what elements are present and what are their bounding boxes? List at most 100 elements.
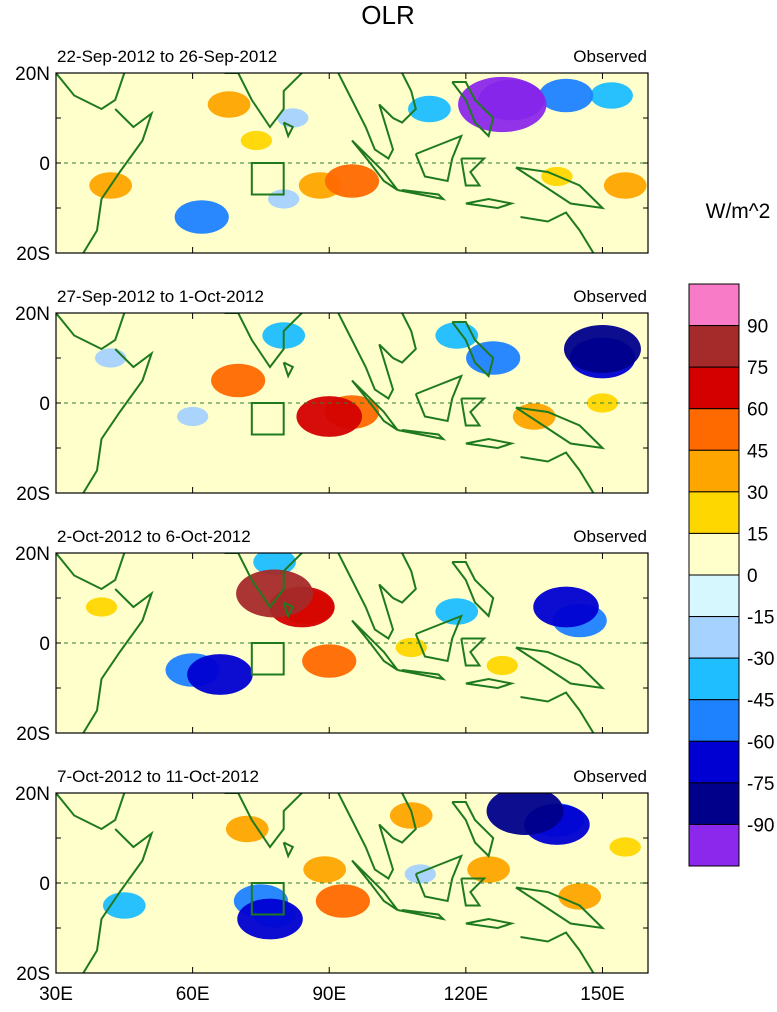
panel-tag: Observed	[573, 287, 647, 306]
colorbar-swatch	[688, 782, 740, 825]
anomaly-region	[225, 815, 269, 843]
anomaly-region	[315, 884, 370, 918]
colorbar-swatch	[688, 532, 740, 576]
coastline	[56, 73, 126, 111]
panel-3: 20N 0 20S 2-Oct-2012 to 6-Oct-2012 Observed	[15, 527, 649, 745]
anomaly-region	[302, 644, 357, 678]
y-tick-label: 20S	[16, 964, 50, 985]
colorbar-label: -60	[747, 732, 774, 753]
colorbar-units: W/m^2	[706, 200, 771, 223]
colorbar-swatch	[688, 740, 740, 784]
y-tick-label: 0	[39, 874, 50, 895]
colorbar-label: 30	[747, 483, 768, 504]
coastline	[465, 917, 516, 930]
coastline	[224, 793, 303, 849]
panel-date-range: 2-Oct-2012 to 6-Oct-2012	[57, 527, 251, 546]
coastline	[56, 553, 126, 591]
colorbar-label: -45	[747, 691, 774, 712]
colorbar-swatch	[688, 657, 740, 701]
index-box	[250, 882, 285, 916]
colorbar-swatch	[688, 616, 740, 659]
coastline	[282, 841, 295, 859]
y-tick-label: 20S	[16, 484, 50, 505]
coastline	[82, 588, 154, 733]
colorbar-swatch	[688, 699, 740, 742]
anomaly-region	[458, 76, 547, 133]
x-tick-label: 120E	[444, 984, 488, 1005]
colorbar-swatch	[688, 325, 740, 368]
anomaly-region	[558, 883, 602, 910]
coastline	[82, 108, 154, 253]
coastline	[451, 321, 495, 378]
anomaly-region	[609, 837, 641, 857]
coastline	[460, 637, 487, 667]
panel-tag: Observed	[573, 47, 647, 66]
x-tick-label: 90E	[312, 984, 346, 1005]
coastline	[224, 313, 303, 369]
anomaly-region	[94, 348, 127, 368]
panel-date-range: 22-Sep-2012 to 26-Sep-2012	[57, 47, 277, 66]
anomaly-region	[486, 793, 564, 835]
colorbar-label: 75	[747, 358, 768, 379]
coastline	[282, 601, 295, 619]
coastline	[397, 669, 447, 681]
anomaly-region	[512, 403, 556, 430]
colorbar-label: 15	[747, 524, 768, 545]
y-tick-label: 20N	[15, 64, 50, 85]
colorbar-label: 60	[747, 400, 768, 421]
panel-date-range: 27-Sep-2012 to 1-Oct-2012	[57, 287, 264, 306]
y-tick-label: 0	[39, 634, 50, 655]
colorbar-swatch	[688, 823, 740, 867]
coastline	[515, 646, 606, 690]
colorbar-label: -75	[747, 774, 774, 795]
coastline	[397, 909, 447, 921]
coastline	[397, 429, 447, 441]
panel-tag: Observed	[573, 527, 647, 546]
coastline	[224, 553, 303, 609]
coastline	[337, 793, 417, 880]
coastline	[451, 81, 495, 138]
index-box	[250, 642, 285, 676]
colorbar-swatch	[688, 366, 740, 410]
anomaly-region	[303, 856, 347, 883]
y-tick-label: 20N	[15, 304, 50, 325]
coastline	[520, 691, 595, 733]
coastline	[515, 886, 606, 930]
coastline	[465, 197, 516, 210]
coastline	[515, 406, 606, 450]
coastline	[520, 451, 595, 493]
coastline	[82, 348, 154, 493]
anomaly-region	[486, 655, 518, 676]
x-tick-label: 150E	[580, 984, 624, 1005]
coastline	[337, 73, 417, 160]
anomaly-region	[85, 597, 118, 617]
colorbar-swatch	[688, 491, 740, 534]
coastline	[414, 134, 464, 183]
anomaly-region	[533, 586, 599, 628]
panel-4: 20N 0 20S 7-Oct-2012 to 11-Oct-2012 Observed	[15, 767, 649, 985]
coastline	[414, 614, 464, 663]
coastline	[520, 931, 595, 973]
anomaly-region	[207, 91, 251, 118]
anomaly-region	[296, 396, 363, 437]
anomaly-region	[102, 892, 146, 919]
colorbar-label: -90	[747, 815, 774, 836]
colorbar-label: 45	[747, 441, 768, 462]
colorbar-swatch	[688, 574, 740, 618]
coastline	[465, 437, 516, 450]
coastline	[82, 828, 154, 973]
coastline	[460, 877, 487, 907]
coastline	[515, 166, 606, 210]
coastline	[56, 793, 126, 831]
coastline	[56, 313, 126, 351]
colorbar-label: 0	[747, 566, 758, 587]
coastline	[337, 313, 417, 400]
panel-date-range: 7-Oct-2012 to 11-Oct-2012	[57, 767, 259, 786]
anomaly-region	[237, 898, 303, 940]
x-tick-label: 30E	[39, 984, 73, 1005]
coastline	[337, 553, 417, 640]
panel-tag: Observed	[573, 767, 647, 786]
colorbar-swatch	[688, 283, 740, 327]
coastline	[282, 121, 295, 139]
